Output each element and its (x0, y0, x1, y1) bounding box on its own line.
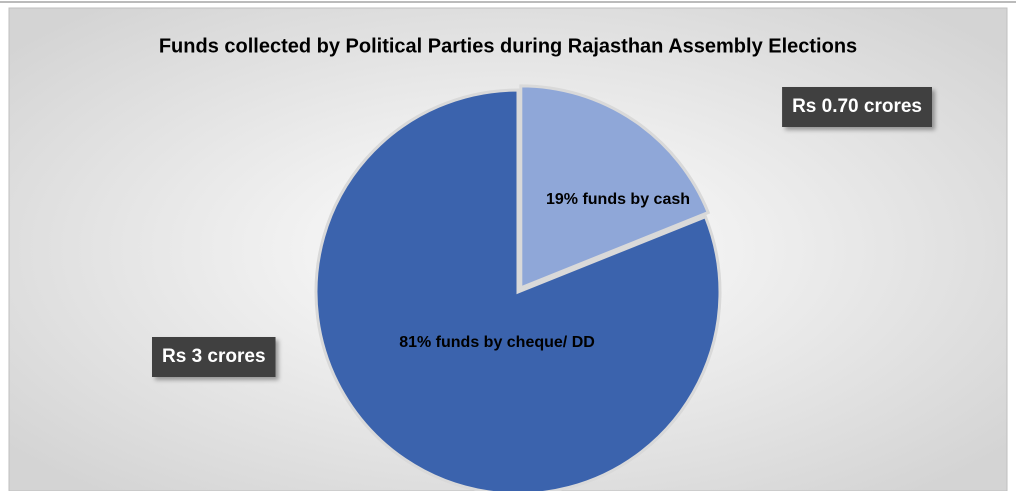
value-label-box (782, 87, 932, 127)
value-label: Rs 3 crores (162, 346, 266, 367)
labels: 19% funds by cash 81% funds by cheque/ DD… (152, 87, 932, 377)
value-callout: Rs 3 crores (152, 337, 276, 377)
value-label: Rs 0.70 crores (792, 96, 922, 117)
pie-slice (314, 88, 722, 491)
category-label: 81% funds by cheque/ DD (399, 334, 595, 351)
value-label-box (152, 337, 276, 377)
pie-slice (519, 84, 711, 291)
pie (314, 84, 722, 491)
category-label: 19% funds by cash (546, 191, 690, 208)
chart-title: Funds collected by Political Parties dur… (159, 35, 857, 57)
value-callout: Rs 0.70 crores (782, 87, 932, 127)
